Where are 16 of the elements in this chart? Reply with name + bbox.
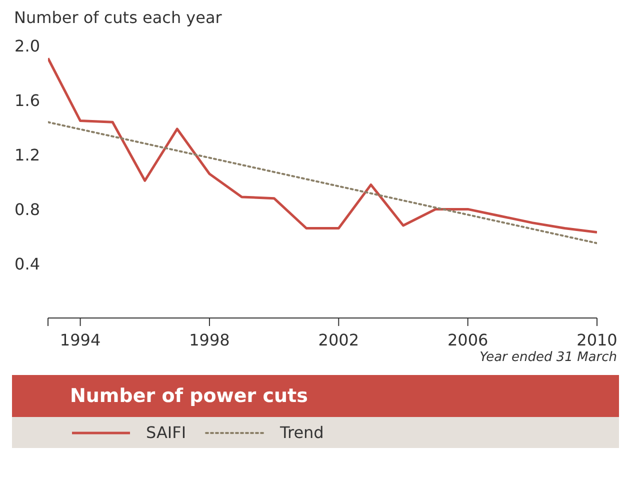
legend-label: Trend xyxy=(280,423,324,442)
line-series xyxy=(48,56,597,234)
x-tick-label: 2006 xyxy=(447,330,488,350)
y-tick-label: 2.0 xyxy=(14,36,40,56)
y-tick-label: 0.8 xyxy=(14,200,40,219)
legend-label: SAIFI xyxy=(146,423,186,442)
x-tick-label: 2002 xyxy=(318,330,360,350)
x-tick-label: 1994 xyxy=(60,330,101,350)
x-tick-label: 1998 xyxy=(189,330,230,350)
text: Number of power cuts xyxy=(12,375,619,417)
y-axis-title: Number of cuts each year xyxy=(14,8,222,27)
y-tick-label: 1.2 xyxy=(14,145,40,164)
y-tick-label: 0.4 xyxy=(14,254,40,274)
y-tick-label: 1.6 xyxy=(14,91,40,110)
x-tick-label: 2010 xyxy=(576,330,618,350)
x-axis-title: Year ended 31 March xyxy=(478,350,617,365)
